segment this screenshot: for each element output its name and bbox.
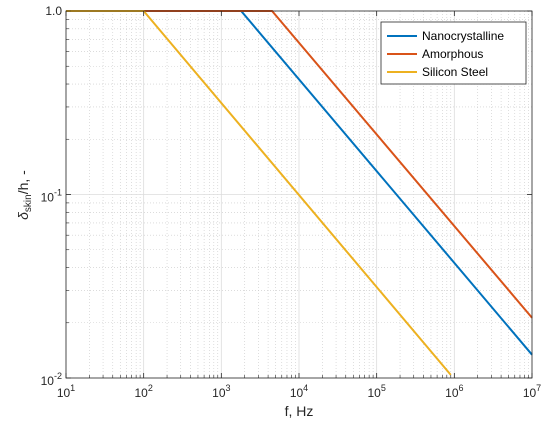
y-tick-base: 10 — [41, 374, 55, 388]
x-tick-exp: 5 — [381, 383, 386, 393]
x-tick-label: 107 — [523, 383, 541, 400]
y-tick-label: 1.0 — [45, 4, 62, 18]
y-axis-label-rest: /h, - — [15, 170, 31, 194]
x-tick-labels: 101 102 103 104 105 106 107 — [57, 383, 541, 400]
x-tick-base: 10 — [523, 386, 537, 400]
x-tick-label: 104 — [290, 383, 308, 400]
x-tick-exp: 2 — [148, 383, 153, 393]
y-axis-label-main: δ — [15, 212, 31, 220]
x-tick-exp: 4 — [303, 383, 308, 393]
x-tick-exp: 3 — [226, 383, 231, 393]
x-tick-exp: 6 — [459, 383, 464, 393]
x-tick-label: 103 — [212, 383, 230, 400]
y-tick-exp: -1 — [54, 188, 62, 198]
x-tick-base: 10 — [367, 386, 381, 400]
y-tick-labels: 10-210-11.0 — [41, 4, 63, 388]
legend-label-2: Silicon Steel — [422, 65, 488, 79]
x-tick-exp: 7 — [536, 383, 541, 393]
x-tick-base: 10 — [290, 386, 304, 400]
x-tick-label: 101 — [57, 383, 75, 400]
y-axis-label: δskin/h, - — [15, 170, 34, 220]
x-tick-label: 106 — [445, 383, 463, 400]
x-tick-base: 10 — [212, 386, 226, 400]
y-tick-label: 10-1 — [41, 188, 62, 205]
legend: Nanocrystalline Amorphous Silicon Steel — [380, 21, 527, 85]
ticks — [65, 10, 533, 379]
y-tick-exp: -2 — [54, 371, 62, 381]
y-axis-label-sub: skin — [23, 194, 34, 212]
x-tick-base: 10 — [57, 386, 71, 400]
y-tick-label: 10-2 — [41, 371, 62, 388]
x-tick-label: 105 — [367, 383, 385, 400]
x-tick-base: 10 — [445, 386, 459, 400]
legend-label-1: Amorphous — [422, 47, 483, 61]
legend-label-0: Nanocrystalline — [422, 29, 504, 43]
x-axis-label: f, Hz — [285, 403, 314, 419]
x-tick-base: 10 — [134, 386, 148, 400]
x-tick-label: 102 — [134, 383, 152, 400]
y-tick-base: 10 — [41, 191, 55, 205]
grid — [65, 10, 533, 379]
x-tick-exp: 1 — [70, 383, 75, 393]
